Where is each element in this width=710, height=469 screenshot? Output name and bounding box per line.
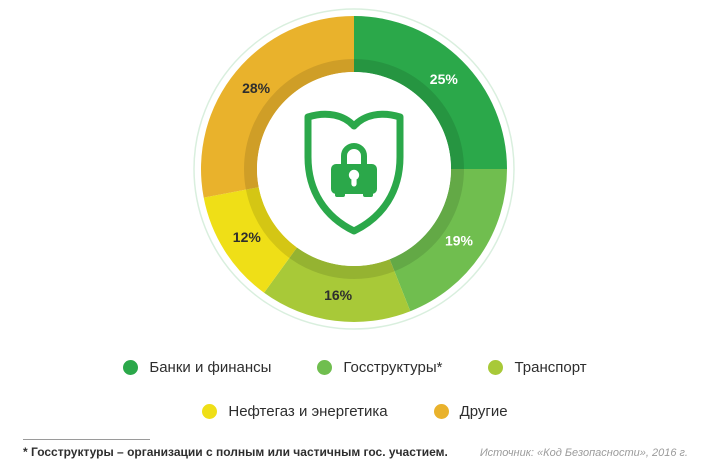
donut-segment-3 <box>264 247 411 323</box>
donut-segment-2 <box>389 169 507 312</box>
donut-segment-label: 25% <box>430 71 459 87</box>
legend-label: Другие <box>459 403 508 420</box>
footnote-text: * Госструктуры – организации с полным ил… <box>23 445 448 459</box>
footnote-divider <box>23 439 150 440</box>
donut-segments <box>200 16 507 323</box>
shield-lock-icon <box>304 110 404 235</box>
legend-label: Банки и финансы <box>149 359 272 376</box>
legend-label: Нефтегаз и энергетика <box>228 403 388 420</box>
donut-chart-svg: 25% 19% 16% 12% 28% <box>193 8 515 330</box>
legend-row-2: Нефтегаз и энергетика Другие <box>202 403 508 420</box>
donut-outer-ring <box>193 8 515 330</box>
donut-segment-label: 16% <box>324 287 353 303</box>
chart-legend: Банки и финансы Госструктуры* Транспорт Не… <box>0 359 710 420</box>
keyhole-circle <box>348 169 360 181</box>
donut-inner-shadow <box>244 59 464 279</box>
donut-labels: 25% 19% 16% 12% 28% <box>233 71 474 303</box>
shield-outline <box>304 110 404 235</box>
keyhole-stem <box>351 177 357 187</box>
donut-segment-label: 28% <box>242 80 271 96</box>
donut-segment-1 <box>354 16 507 169</box>
legend-dot <box>488 360 504 375</box>
donut-segment-label: 12% <box>233 229 262 245</box>
legend-item: Другие <box>433 403 508 420</box>
donut-segment-label: 19% <box>445 232 474 248</box>
padlock-shackle <box>341 143 367 166</box>
legend-item: Транспорт <box>488 359 587 376</box>
source-text: Источник: «Код Безопасности», 2016 г. <box>479 447 688 459</box>
legend-dot <box>123 360 139 375</box>
legend-item: Госструктуры* <box>317 359 442 376</box>
legend-item: Нефтегаз и энергетика <box>202 403 388 420</box>
donut-segment-4 <box>203 187 297 293</box>
legend-item: Банки и финансы <box>123 359 271 376</box>
legend-label: Госструктуры* <box>343 359 443 376</box>
legend-dot <box>202 404 218 419</box>
legend-dot <box>317 360 333 375</box>
donut-segment-5 <box>200 16 354 198</box>
legend-row-1: Банки и финансы Госструктуры* Транспорт <box>123 359 587 376</box>
legend-label: Транспорт <box>514 359 587 376</box>
legend-dot <box>433 404 449 419</box>
